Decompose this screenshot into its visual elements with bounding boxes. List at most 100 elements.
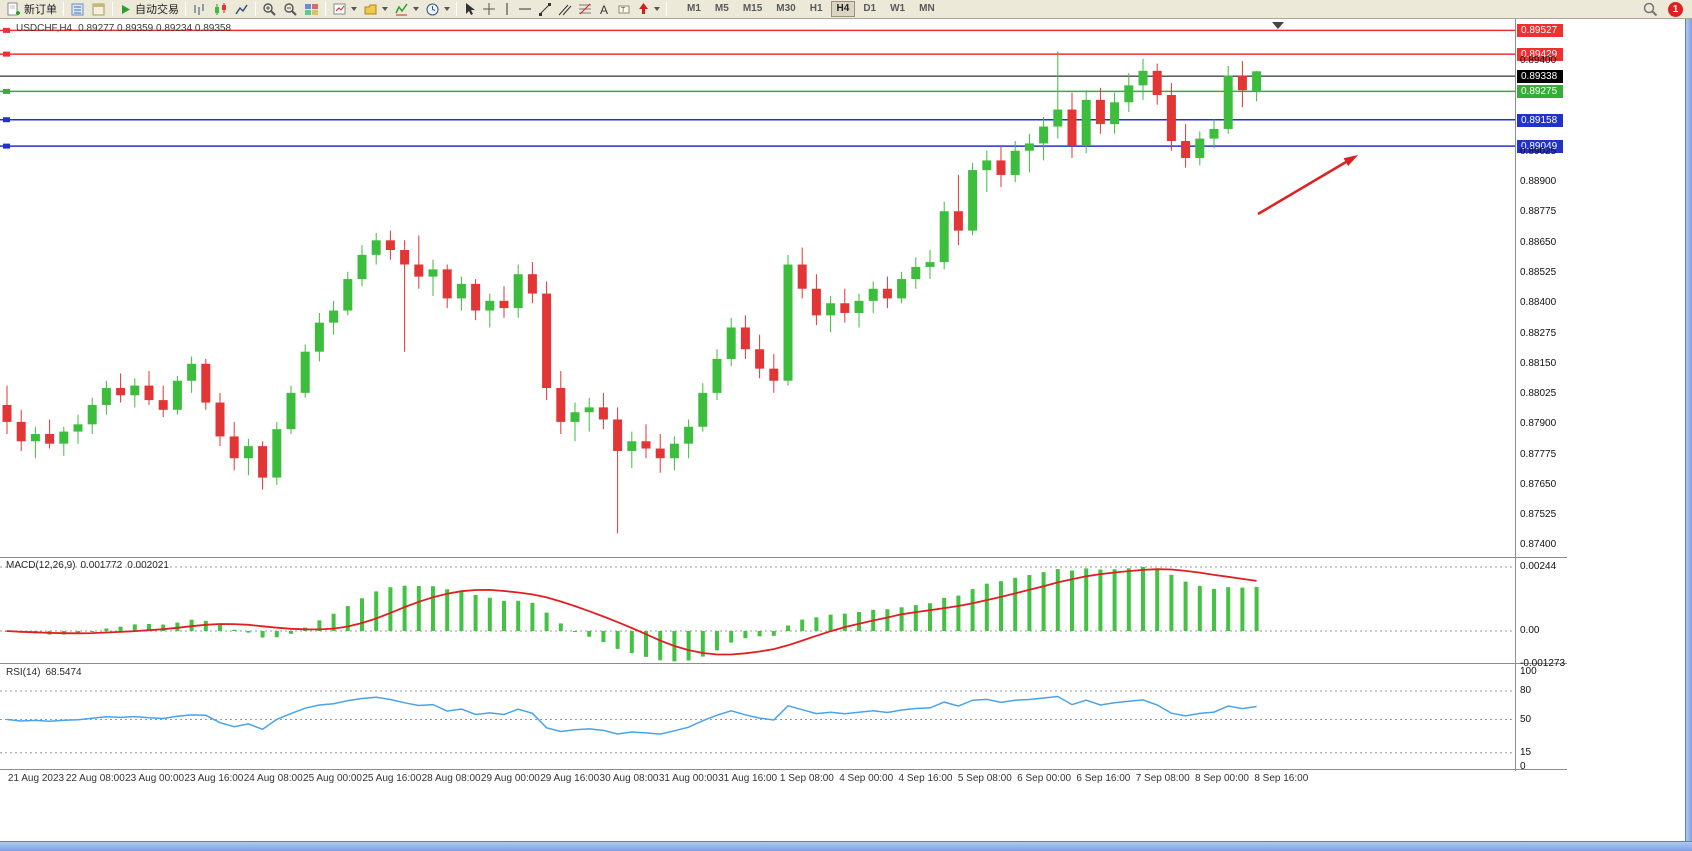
time-axis-label: 4 Sep 16:00: [898, 773, 953, 784]
toolbar-separator: [325, 2, 326, 16]
new-chart-icon: [333, 3, 346, 14]
zoom-in-button[interactable]: [259, 1, 280, 18]
rsi-panel[interactable]: [0, 665, 1515, 769]
price-axis-label: 0.87400: [1520, 539, 1557, 551]
label-icon: T: [618, 5, 630, 14]
timeframe-h1[interactable]: H1: [809, 3, 823, 14]
chart-symbol-period: USDCHF,H4: [16, 23, 73, 34]
price-axis-label: 0.88275: [1520, 327, 1557, 339]
candlestick-chart-button[interactable]: [210, 1, 231, 18]
chart-title: USDCHF,H4 0.89277 0.89359 0.89234 0.89358: [16, 23, 231, 34]
svg-text:A: A: [600, 3, 608, 16]
panel-separator[interactable]: [0, 663, 1567, 665]
svg-text:T: T: [621, 7, 626, 14]
time-axis[interactable]: 21 Aug 2023 22 Aug 08:00 23 Aug 00:00 23 Au…: [0, 773, 1567, 789]
horizontal-line-button[interactable]: [515, 1, 535, 18]
price-axis-label: 0.88400: [1520, 297, 1557, 309]
time-axis-label: 7 Sep 08:00: [1135, 773, 1190, 784]
price-tag: 0.89275: [1517, 85, 1563, 99]
fibonacci-button[interactable]: [575, 1, 595, 18]
vertical-scrollbar[interactable]: [1685, 19, 1692, 841]
toolbar-right-group: 1: [1642, 1, 1683, 17]
panel-separator[interactable]: [0, 557, 1567, 559]
text-button[interactable]: A: [595, 1, 614, 18]
chart-shift-marker: [1272, 22, 1284, 29]
notification-badge[interactable]: 1: [1668, 1, 1683, 17]
trendline-button[interactable]: [535, 1, 555, 18]
profiles-button[interactable]: [360, 1, 391, 18]
timeframe-mn[interactable]: MN: [919, 3, 935, 14]
new-order-button[interactable]: 新订单: [3, 1, 60, 18]
annotation-arrow: [1257, 155, 1358, 216]
macd-panel[interactable]: [0, 559, 1515, 663]
arrows-button[interactable]: [634, 1, 663, 18]
chart-ohlc: 0.89277 0.89359 0.89234 0.89358: [78, 23, 232, 34]
timeframe-d1[interactable]: D1: [863, 3, 877, 14]
toolbar-separator: [666, 2, 667, 16]
time-axis-label: 8 Sep 16:00: [1254, 773, 1309, 784]
vertical-line-button[interactable]: [499, 1, 515, 18]
channel-button[interactable]: [555, 1, 575, 18]
label-button[interactable]: T: [614, 1, 634, 18]
toolbar: 新订单 自动交易: [0, 0, 1692, 19]
toolbar-separator: [63, 2, 64, 16]
price-tag: 0.89158: [1517, 113, 1563, 127]
market-watch-icon: [71, 3, 84, 15]
macd-label: MACD(12,26,9) 0.001772 0.002021: [6, 560, 169, 571]
price-axis-label: 0.88525: [1520, 266, 1557, 278]
new-chart-button[interactable]: [329, 1, 360, 18]
timeframe-toolbar: M1 M5 M15 M30 H1 H4 D1 W1 MN: [680, 1, 942, 17]
timeframe-w1[interactable]: W1: [890, 3, 906, 14]
search-icon[interactable]: [1642, 1, 1658, 17]
horizontal-scrollbar[interactable]: [0, 841, 1692, 851]
indicators-icon: [395, 3, 408, 15]
time-axis-label: 31 Aug 16:00: [718, 773, 778, 784]
price-axis-label: 0.88900: [1520, 176, 1557, 188]
trendline-icon: [539, 3, 551, 16]
cursor-icon: [466, 3, 475, 15]
price-axis[interactable]: 0.89527 0.89429 0.89338 0.89275 0.89158 0.890…: [1516, 0, 1596, 840]
timeframe-m15[interactable]: M15: [742, 3, 763, 14]
price-axis-label: 0.89400: [1520, 55, 1557, 67]
time-axis-label: 31 Aug 00:00: [658, 773, 718, 784]
time-axis-label: 25 Aug 00:00: [303, 773, 362, 784]
indicators-button[interactable]: [391, 1, 422, 18]
timeframe-m5[interactable]: M5: [714, 3, 729, 14]
rsi-axis-label: 50: [1520, 713, 1532, 725]
crosshair-icon: [483, 3, 495, 15]
line-chart-button[interactable]: [231, 1, 252, 18]
toolbar-separator: [185, 2, 186, 16]
chevron-down-icon: [382, 7, 388, 11]
timeframe-m30[interactable]: M30: [776, 3, 796, 14]
time-axis-label: 28 Aug 08:00: [421, 773, 481, 784]
price-axis-label: 0.87525: [1520, 509, 1557, 521]
bar-chart-button[interactable]: [189, 1, 210, 18]
price-axis-label: 0.87650: [1520, 478, 1557, 490]
timeframe-m1[interactable]: M1: [687, 3, 701, 14]
rsi-axis-label: 0: [1520, 761, 1526, 772]
price-axis-label: 0.88025: [1520, 388, 1557, 400]
chart-plot-area[interactable]: [0, 19, 1515, 557]
cursor-button[interactable]: [460, 1, 479, 18]
zoom-out-button[interactable]: [280, 1, 301, 18]
autotrading-icon: [122, 4, 130, 14]
rsi-axis-label: 80: [1520, 685, 1532, 696]
toolbar-separator: [456, 2, 457, 16]
tile-windows-button[interactable]: [301, 1, 322, 18]
price-lines: [0, 27, 1515, 149]
data-window-button[interactable]: [88, 1, 109, 18]
timeframe-h4[interactable]: H4: [830, 1, 856, 17]
new-order-label: 新订单: [24, 4, 57, 16]
time-axis-label: 29 Aug 16:00: [540, 773, 600, 784]
crosshair-button[interactable]: [479, 1, 499, 18]
rsi-label: RSI(14) 68.5474: [6, 667, 82, 678]
price-tag: 0.89338: [1517, 70, 1563, 84]
autotrading-button[interactable]: 自动交易: [116, 1, 182, 18]
line-chart-icon: [235, 4, 248, 14]
time-axis-label: 6 Sep 00:00: [1017, 773, 1072, 784]
candles: [2, 51, 1262, 534]
time-axis-label: 29 Aug 00:00: [480, 773, 540, 784]
period-button[interactable]: [422, 1, 453, 18]
zoom-out-icon: [284, 2, 297, 16]
market-watch-button[interactable]: [67, 1, 88, 18]
